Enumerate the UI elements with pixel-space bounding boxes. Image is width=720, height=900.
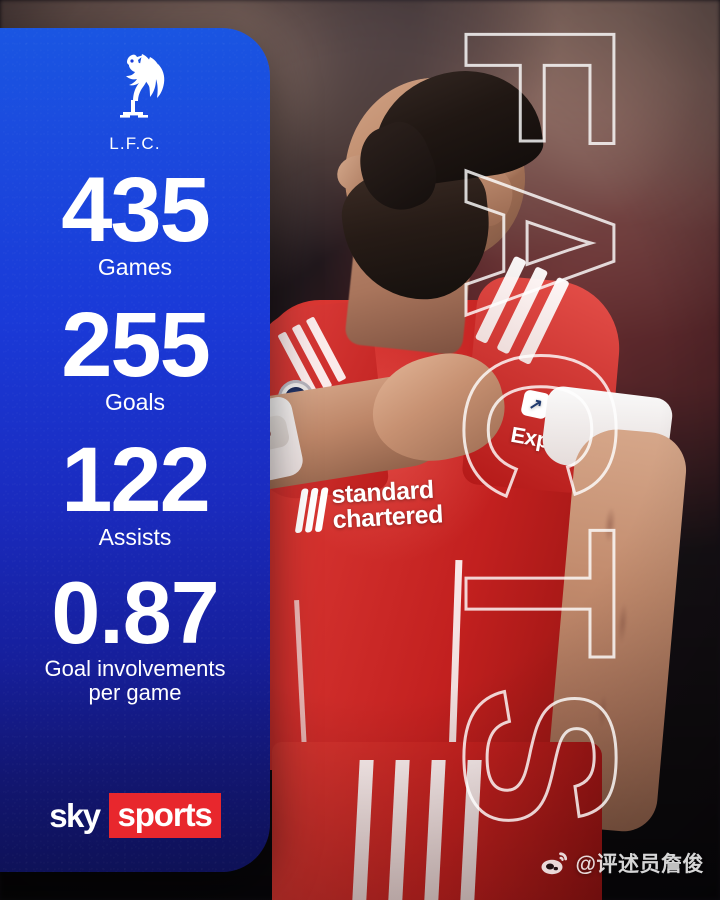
stat-goal-involvements: 0.87 Goal involvements per game: [0, 563, 270, 706]
sky-sports-logo: sky sports: [49, 793, 221, 838]
club-crest: L.F.C.: [98, 48, 172, 154]
stat-assists-value: 122: [61, 429, 211, 532]
weibo-watermark: @评述员詹俊: [541, 848, 704, 878]
weibo-handle: @评述员詹俊: [575, 853, 704, 876]
stat-assists: 122 Assists: [0, 429, 270, 551]
stat-goal-involvements-label-line-2: per game: [88, 680, 182, 706]
shorts-number-stripes: [350, 760, 488, 900]
stats-panel: L.F.C. 435 Games 255 Goals 122 Assists 0…: [0, 28, 270, 872]
stat-games-value: 435: [61, 159, 211, 261]
stat-goals-label: Goals: [104, 389, 166, 416]
stat-goals-value: 255: [61, 294, 211, 397]
stats-list: 435 Games 255 Goals 122 Assists 0.87 Goa…: [0, 159, 270, 706]
club-crest-label: L.F.C.: [109, 134, 161, 153]
stat-goals: 255 Goals: [0, 294, 270, 416]
sky-sports-logo-sports: sports: [108, 793, 221, 838]
weibo-icon: [541, 851, 568, 875]
stat-goal-involvements-value: 0.87: [51, 563, 219, 663]
liver-bird-icon: [98, 48, 172, 132]
stat-games: 435 Games: [0, 159, 270, 281]
panel-texture: [0, 28, 270, 872]
stat-goal-involvements-label: Goal involvements per game: [0, 655, 270, 706]
stat-goal-involvements-label-line-1: Goal involvements: [44, 655, 226, 681]
kit-sponsor-standard-chartered: standard chartered: [294, 473, 529, 534]
stat-assists-label: Assists: [98, 524, 172, 551]
stat-games-label: Games: [97, 254, 173, 281]
sky-sports-logo-sky: sky: [49, 797, 101, 834]
